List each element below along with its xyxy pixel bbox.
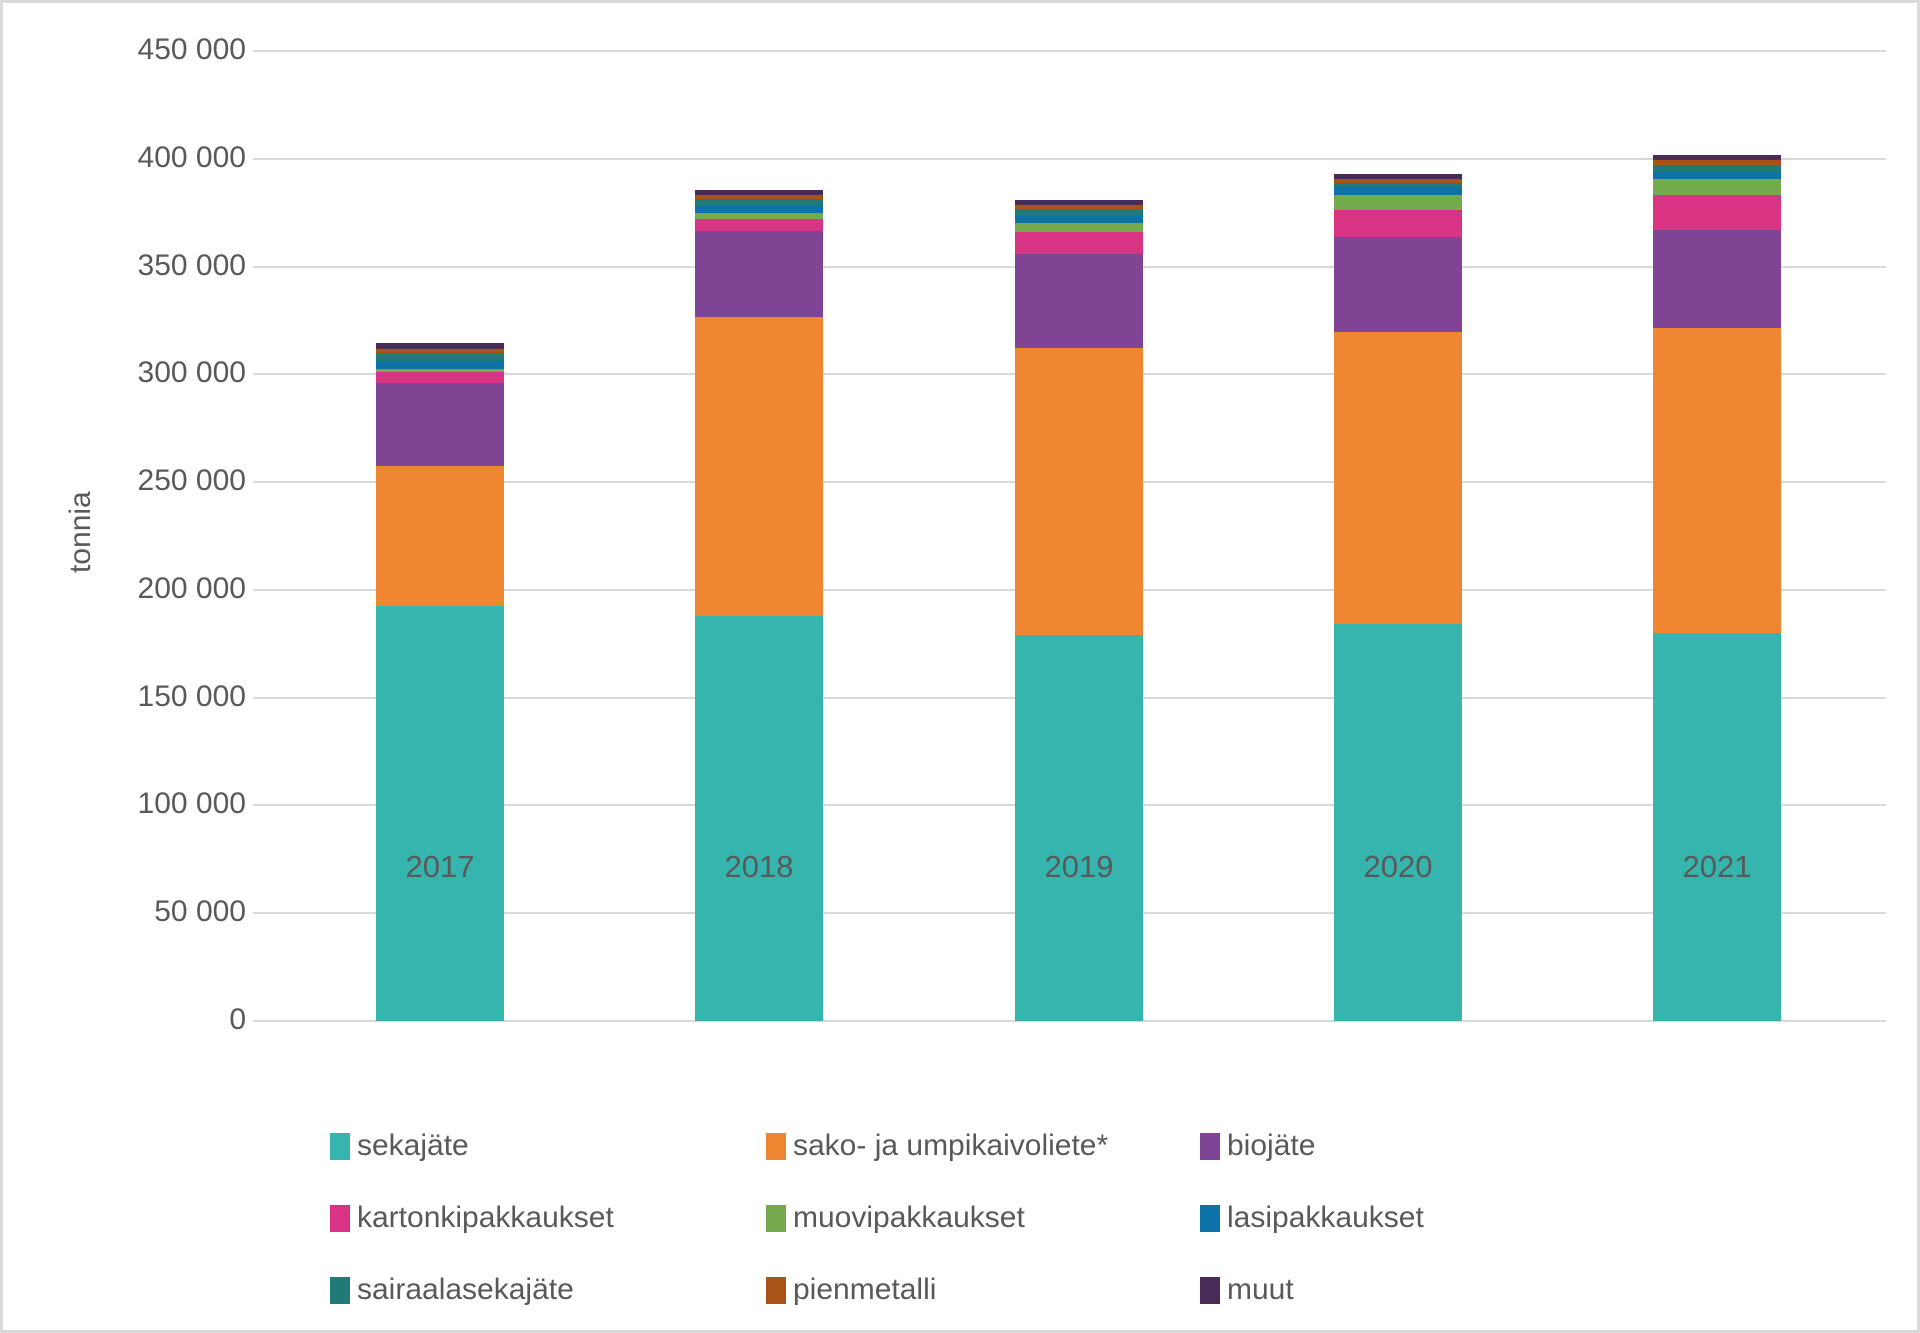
bar-segment (1015, 634, 1143, 1021)
legend-swatch-icon (1200, 1204, 1220, 1232)
bar-segment (1015, 205, 1143, 210)
x-axis-label: 2019 (1044, 849, 1114, 884)
y-tick-label: 250 000 (137, 464, 246, 498)
y-tick-label: 350 000 (137, 248, 246, 282)
y-tick-label: 450 000 (137, 33, 246, 66)
bar-segment (1015, 200, 1143, 206)
bar-segment (1334, 174, 1462, 180)
legend-label: kartonkipakkaukset (357, 1201, 614, 1234)
bar-segment (1653, 327, 1781, 633)
bar-segment (1334, 195, 1462, 210)
gridline (253, 157, 1886, 160)
legend-label: muut (1227, 1273, 1294, 1306)
legend-swatch-icon (1200, 1276, 1220, 1304)
bar-segment (376, 465, 504, 606)
bar-segment (695, 189, 823, 195)
legend-swatch-icon (766, 1204, 786, 1232)
bar-segment (1334, 179, 1462, 183)
legend-item: sako- ja umpikaivoliete* (766, 1129, 1108, 1163)
bar-segment (1653, 171, 1781, 179)
bar-segment (376, 361, 504, 369)
bar-segment (1015, 231, 1143, 255)
x-axis-label: 2020 (1363, 849, 1433, 884)
bar-segment (1015, 215, 1143, 223)
bar-segment (376, 342, 504, 349)
y-axis-title: tonnia (64, 491, 97, 573)
bar-segment (1334, 331, 1462, 625)
bar-segment (1015, 222, 1143, 232)
legend-item: sekajäte (330, 1129, 469, 1163)
bar-segment (376, 371, 504, 384)
legend-item: muut (1200, 1273, 1294, 1307)
legend-swatch-icon (1200, 1132, 1220, 1160)
bar-segment (376, 368, 504, 372)
bar-segment (1653, 159, 1781, 165)
y-tick-label: 400 000 (137, 140, 246, 174)
bar-segment (695, 615, 823, 1021)
legend-swatch-icon (766, 1276, 786, 1304)
bar-segment (695, 317, 823, 616)
gridline (253, 1020, 1886, 1022)
bar-segment (376, 353, 504, 362)
legend-item: muovipakkaukset (766, 1201, 1025, 1235)
legend-swatch-icon (330, 1132, 350, 1160)
legend-item: biojäte (1200, 1129, 1315, 1163)
y-tick-label: 0 (229, 1003, 246, 1036)
legend-item: sairaalasekajäte (330, 1273, 574, 1307)
y-tick-label: 300 000 (137, 356, 246, 390)
bar-segment (1334, 209, 1462, 238)
bar-segment (695, 231, 823, 318)
legend-label: sairaalasekajäte (357, 1273, 574, 1306)
x-axis-label: 2021 (1682, 849, 1752, 884)
bar-segment (1653, 633, 1781, 1021)
bar-segment (1653, 165, 1781, 172)
bar-segment (695, 198, 823, 207)
bar-segment (695, 218, 823, 232)
legend-swatch-icon (766, 1132, 786, 1160)
bar-segment (1653, 230, 1781, 328)
bar-segment (376, 605, 504, 1021)
bar-segment (376, 383, 504, 466)
legend-label: lasipakkaukset (1227, 1201, 1424, 1234)
bar-segment (1653, 195, 1781, 231)
bar-segment (376, 348, 504, 354)
legend-label: sako- ja umpikaivoliete* (793, 1129, 1109, 1162)
bar-segment (1653, 154, 1781, 160)
legend-label: pienmetalli (793, 1273, 937, 1306)
bar-segment (1015, 209, 1143, 216)
bar-segment (1334, 187, 1462, 196)
legend-label: sekajäte (357, 1129, 469, 1162)
x-axis-label: 2018 (724, 849, 794, 884)
bar-segment (695, 206, 823, 214)
bar-segment (1334, 237, 1462, 332)
gridline (253, 50, 1886, 52)
legend-item: lasipakkaukset (1200, 1201, 1424, 1235)
y-tick-label: 200 000 (137, 571, 246, 605)
legend-label: biojäte (1227, 1129, 1316, 1162)
bar-segment (1334, 624, 1462, 1021)
y-tick-label: 50 000 (154, 895, 246, 929)
bar-segment (695, 213, 823, 219)
bar-segment (695, 194, 823, 199)
bar-segment (1334, 182, 1462, 188)
legend-item: pienmetalli (766, 1273, 936, 1307)
legend-swatch-icon (330, 1276, 350, 1304)
legend-label: muovipakkaukset (793, 1201, 1025, 1234)
bar-segment (1015, 254, 1143, 348)
y-tick-label: 150 000 (137, 679, 246, 713)
y-tick-label: 100 000 (137, 787, 246, 821)
legend-item: kartonkipakkaukset (330, 1201, 614, 1235)
legend-swatch-icon (330, 1204, 350, 1232)
x-axis-label: 2017 (405, 849, 475, 884)
bar-segment (1015, 347, 1143, 635)
bar-segment (1653, 178, 1781, 196)
